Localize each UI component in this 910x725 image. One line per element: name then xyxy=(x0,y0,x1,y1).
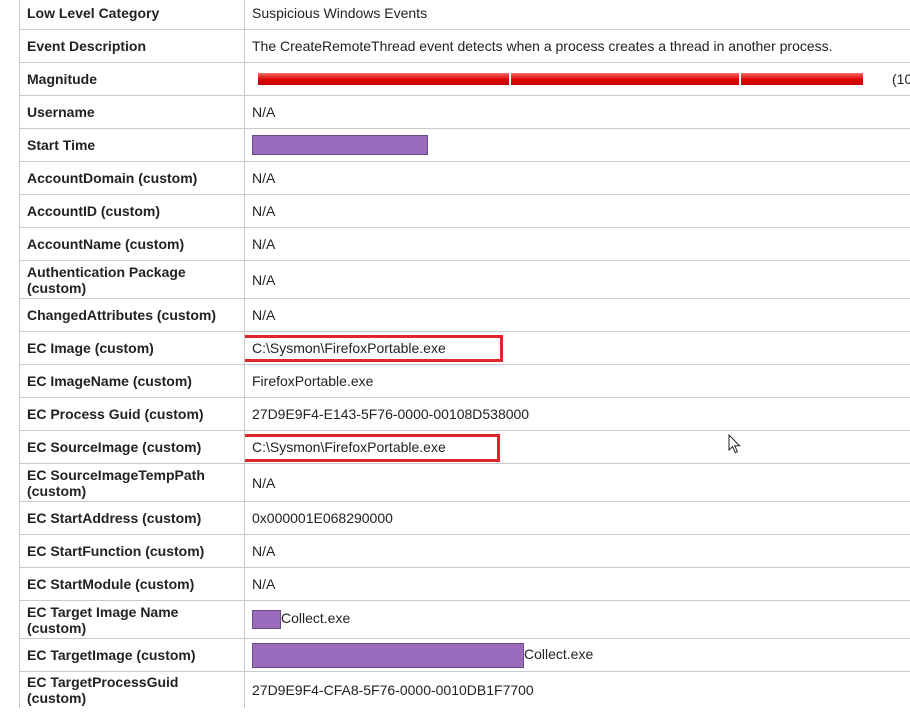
table-row: EC Process Guid (custom) 27D9E9F4-E143-5… xyxy=(19,397,910,431)
row-label: EC StartModule (custom) xyxy=(19,567,245,601)
table-row: Username N/A xyxy=(19,95,910,129)
row-label: EC StartAddress (custom) xyxy=(19,501,245,535)
magnitude-cell: (10 xyxy=(244,62,910,96)
table-row: AccountName (custom) N/A xyxy=(19,227,910,261)
table-row: AccountDomain (custom) N/A xyxy=(19,161,910,195)
magnitude-value: (10 xyxy=(892,71,910,87)
row-value: N/A xyxy=(244,194,910,228)
row-value: N/A xyxy=(244,298,910,332)
row-value: 27D9E9F4-E143-5F76-0000-00108D538000 xyxy=(244,397,910,431)
row-label: EC TargetProcessGuid (custom) xyxy=(19,671,245,708)
row-value: Suspicious Windows Events xyxy=(244,0,910,30)
table-row: EC TargetImage (custom) Collect.exe xyxy=(19,638,910,672)
row-value: 27D9E9F4-CFA8-5F76-0000-0010DB1F7700 xyxy=(244,671,910,708)
row-value: N/A xyxy=(244,95,910,129)
row-label: Authentication Package (custom) xyxy=(19,260,245,299)
table-row: EC TargetProcessGuid (custom) 27D9E9F4-C… xyxy=(19,671,910,708)
magnitude-bar-segment xyxy=(741,73,863,85)
row-label: EC Process Guid (custom) xyxy=(19,397,245,431)
row-value: C:\Sysmon\FirefoxPortable.exe xyxy=(252,340,446,356)
table-row: EC StartAddress (custom) 0x000001E068290… xyxy=(19,501,910,535)
ec-image-value-cell: C:\Sysmon\FirefoxPortable.exe xyxy=(244,331,910,365)
row-label: AccountDomain (custom) xyxy=(19,161,245,195)
table-row: AccountID (custom) N/A xyxy=(19,194,910,228)
row-label: AccountName (custom) xyxy=(19,227,245,261)
row-value: C:\Sysmon\FirefoxPortable.exe xyxy=(252,439,446,455)
row-label: EC ImageName (custom) xyxy=(19,364,245,398)
row-label: Start Time xyxy=(19,128,245,162)
row-value: N/A xyxy=(244,463,910,502)
table-row: Start Time xyxy=(19,128,910,162)
table-row: Event Description The CreateRemoteThread… xyxy=(19,29,910,63)
row-value: Collect.exe xyxy=(524,645,594,662)
start-time-value xyxy=(244,128,910,162)
redaction-block xyxy=(252,642,524,668)
table-row: Authentication Package (custom) N/A xyxy=(19,260,910,299)
target-image-name-value: Collect.exe xyxy=(244,600,910,639)
table-row: EC ImageName (custom) FirefoxPortable.ex… xyxy=(19,364,910,398)
table-row: EC SourceImage (custom) C:\Sysmon\Firefo… xyxy=(19,430,910,464)
row-label: EC StartFunction (custom) xyxy=(19,534,245,568)
row-value: N/A xyxy=(244,567,910,601)
row-label: EC Target Image Name (custom) xyxy=(19,600,245,639)
event-properties-table: Low Level Category Suspicious Windows Ev… xyxy=(19,0,910,708)
row-value: 0x000001E068290000 xyxy=(244,501,910,535)
target-image-value: Collect.exe xyxy=(244,638,910,672)
row-label: Low Level Category xyxy=(19,0,245,30)
row-value: N/A xyxy=(244,260,910,299)
table-row: EC Target Image Name (custom) Collect.ex… xyxy=(19,600,910,639)
row-label: AccountID (custom) xyxy=(19,194,245,228)
row-value: N/A xyxy=(244,227,910,261)
row-label: Username xyxy=(19,95,245,129)
redaction-block xyxy=(252,135,428,155)
row-label: EC SourceImage (custom) xyxy=(19,430,245,464)
row-value: N/A xyxy=(244,534,910,568)
row-label: Event Description xyxy=(19,29,245,63)
redaction-block xyxy=(252,610,281,629)
table-row: ChangedAttributes (custom) N/A xyxy=(19,298,910,332)
row-value: N/A xyxy=(244,161,910,195)
magnitude-bar: (10 xyxy=(252,70,910,88)
row-value: FirefoxPortable.exe xyxy=(244,364,910,398)
row-value: The CreateRemoteThread event detects whe… xyxy=(244,29,910,63)
row-label: EC Image (custom) xyxy=(19,331,245,365)
table-row: EC StartFunction (custom) N/A xyxy=(19,534,910,568)
magnitude-bar-segment xyxy=(258,73,509,85)
row-label: Magnitude xyxy=(19,62,245,96)
ec-sourceimage-value-cell: C:\Sysmon\FirefoxPortable.exe xyxy=(244,430,910,464)
table-row: EC SourceImageTempPath (custom) N/A xyxy=(19,463,910,502)
table-row: Magnitude (10 xyxy=(19,62,910,96)
row-label: EC SourceImageTempPath (custom) xyxy=(19,463,245,502)
magnitude-bar-segment xyxy=(511,73,739,85)
table-row: EC Image (custom) C:\Sysmon\FirefoxPorta… xyxy=(19,331,910,365)
row-label: EC TargetImage (custom) xyxy=(19,638,245,672)
row-value: Collect.exe xyxy=(281,610,351,627)
row-label: ChangedAttributes (custom) xyxy=(19,298,245,332)
mouse-pointer-icon xyxy=(728,434,741,454)
table-row: Low Level Category Suspicious Windows Ev… xyxy=(19,0,910,30)
table-row: EC StartModule (custom) N/A xyxy=(19,567,910,601)
